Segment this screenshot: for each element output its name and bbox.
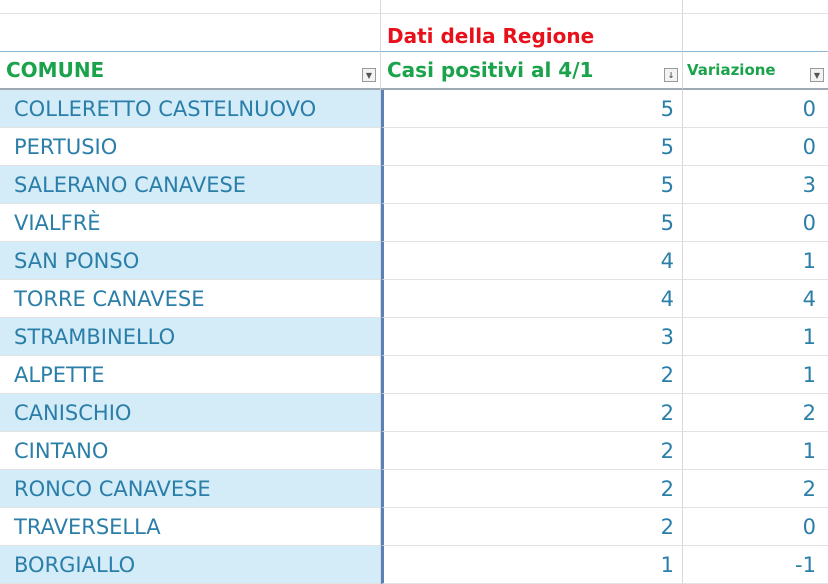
cell-variazione[interactable]: 0 bbox=[683, 128, 828, 166]
cell-comune[interactable]: SAN PONSO bbox=[0, 242, 381, 280]
table-row: CANISCHIO 2 2 bbox=[0, 394, 828, 432]
cell-comune[interactable]: TORRE CANAVESE bbox=[0, 280, 381, 318]
group-header[interactable]: Dati della Regione bbox=[381, 14, 683, 52]
table-row: BORGIALLO 1 -1 bbox=[0, 546, 828, 584]
header-comune[interactable]: COMUNE ▼ bbox=[0, 52, 381, 90]
table-row: STRAMBINELLO 3 1 bbox=[0, 318, 828, 356]
cell-comune[interactable]: BORGIALLO bbox=[0, 546, 381, 584]
cell-casi-positivi[interactable]: 4 bbox=[381, 280, 683, 318]
cell-comune[interactable]: CANISCHIO bbox=[0, 394, 381, 432]
dropdown-arrow-icon[interactable]: ▼ bbox=[810, 68, 824, 82]
cell-variazione[interactable]: 0 bbox=[683, 204, 828, 242]
sort-descending-icon[interactable]: ↓ bbox=[664, 68, 678, 82]
cell-casi-positivi[interactable]: 4 bbox=[381, 242, 683, 280]
table-row: RONCO CANAVESE 2 2 bbox=[0, 470, 828, 508]
empty-row bbox=[0, 0, 828, 14]
cell-casi-positivi[interactable]: 2 bbox=[381, 470, 683, 508]
cell-casi-positivi[interactable]: 2 bbox=[381, 508, 683, 546]
table-row: SALERANO CANAVESE 5 3 bbox=[0, 166, 828, 204]
cell-variazione[interactable]: 0 bbox=[683, 508, 828, 546]
cell-variazione[interactable]: 2 bbox=[683, 394, 828, 432]
table-row: SAN PONSO 4 1 bbox=[0, 242, 828, 280]
cell-comune[interactable]: SALERANO CANAVESE bbox=[0, 166, 381, 204]
dropdown-arrow-icon[interactable]: ▼ bbox=[362, 68, 376, 82]
cell-variazione[interactable]: 1 bbox=[683, 432, 828, 470]
cell-variazione[interactable]: 0 bbox=[683, 90, 828, 128]
column-header-row: COMUNE ▼ Casi positivi al 4/1 ↓ Variazio… bbox=[0, 52, 828, 90]
cell-casi-positivi[interactable]: 2 bbox=[381, 394, 683, 432]
cell-comune[interactable]: VIALFRÈ bbox=[0, 204, 381, 242]
group-header-row: Dati della Regione bbox=[0, 14, 828, 52]
cell-comune[interactable]: RONCO CANAVESE bbox=[0, 470, 381, 508]
cell-comune[interactable]: STRAMBINELLO bbox=[0, 318, 381, 356]
cell-casi-positivi[interactable]: 2 bbox=[381, 432, 683, 470]
cell-variazione[interactable]: 1 bbox=[683, 318, 828, 356]
cell[interactable] bbox=[683, 0, 828, 14]
cell-variazione[interactable]: 3 bbox=[683, 166, 828, 204]
header-label: Casi positivi al 4/1 bbox=[387, 58, 594, 82]
cell-casi-positivi[interactable]: 5 bbox=[381, 204, 683, 242]
cell-casi-positivi[interactable]: 5 bbox=[381, 166, 683, 204]
cell-variazione[interactable]: 1 bbox=[683, 242, 828, 280]
cell-variazione[interactable]: 2 bbox=[683, 470, 828, 508]
cell-casi-positivi[interactable]: 1 bbox=[381, 546, 683, 584]
table-row: CINTANO 2 1 bbox=[0, 432, 828, 470]
table-row: COLLERETTO CASTELNUOVO 5 0 bbox=[0, 90, 828, 128]
table-row: ALPETTE 2 1 bbox=[0, 356, 828, 394]
table-row: TORRE CANAVESE 4 4 bbox=[0, 280, 828, 318]
header-variazione[interactable]: Variazione ▼ bbox=[683, 52, 828, 90]
cell-casi-positivi[interactable]: 5 bbox=[381, 90, 683, 128]
cell[interactable] bbox=[683, 14, 828, 52]
cell-casi-positivi[interactable]: 5 bbox=[381, 128, 683, 166]
cell-comune[interactable]: ALPETTE bbox=[0, 356, 381, 394]
cell[interactable] bbox=[0, 14, 381, 52]
header-label: Variazione bbox=[687, 61, 776, 79]
table-row: PERTUSIO 5 0 bbox=[0, 128, 828, 166]
cell-comune[interactable]: CINTANO bbox=[0, 432, 381, 470]
cell-variazione[interactable]: 1 bbox=[683, 356, 828, 394]
header-label: COMUNE bbox=[6, 58, 105, 82]
cell[interactable] bbox=[381, 0, 683, 14]
table-row: TRAVERSELLA 2 0 bbox=[0, 508, 828, 546]
cell-variazione[interactable]: 4 bbox=[683, 280, 828, 318]
header-casi-positivi[interactable]: Casi positivi al 4/1 ↓ bbox=[381, 52, 683, 90]
cell-comune[interactable]: TRAVERSELLA bbox=[0, 508, 381, 546]
cell-casi-positivi[interactable]: 3 bbox=[381, 318, 683, 356]
cell[interactable] bbox=[0, 0, 381, 14]
cell-comune[interactable]: COLLERETTO CASTELNUOVO bbox=[0, 90, 381, 128]
cell-casi-positivi[interactable]: 2 bbox=[381, 356, 683, 394]
table-row: VIALFRÈ 5 0 bbox=[0, 204, 828, 242]
cell-variazione[interactable]: -1 bbox=[683, 546, 828, 584]
cell-comune[interactable]: PERTUSIO bbox=[0, 128, 381, 166]
